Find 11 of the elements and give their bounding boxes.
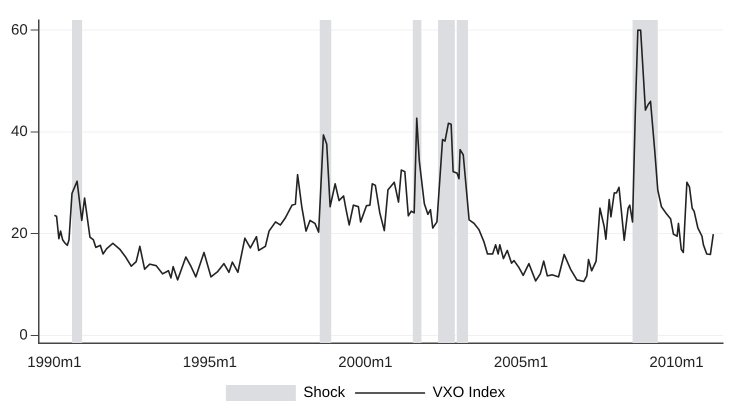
x-tick-label: 2010m1 [649, 354, 704, 372]
legend-label: Shock [303, 384, 346, 402]
x-tick-label: 2000m1 [338, 354, 392, 372]
y-tick-label: 60 [10, 21, 28, 38]
y-tick-label: 20 [10, 224, 28, 242]
x-tick-label: 1995m1 [182, 354, 237, 372]
x-tick-label: 2005m1 [494, 354, 548, 372]
legend-label: VXO Index [432, 384, 506, 402]
x-tick-label: 1990m1 [27, 354, 82, 372]
y-tick-label: 40 [10, 123, 28, 140]
y-tick-label: 0 [19, 326, 28, 344]
